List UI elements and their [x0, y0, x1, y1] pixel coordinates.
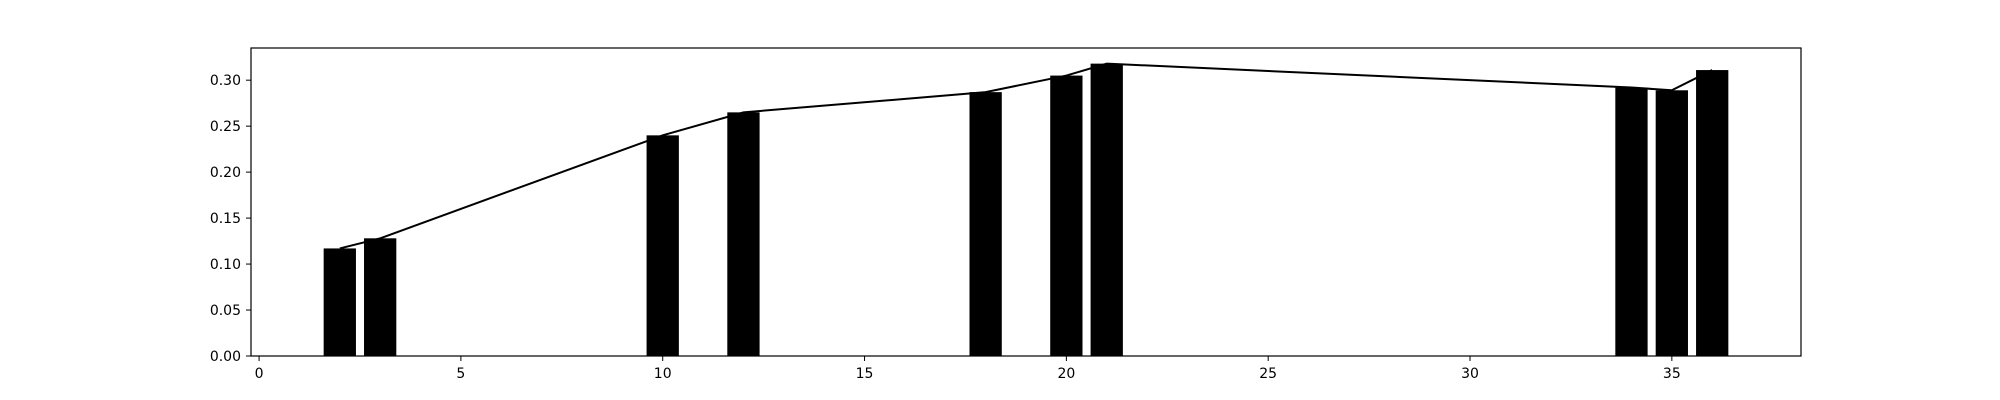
bar: [1696, 70, 1729, 356]
x-tick-label: 15: [856, 366, 874, 382]
y-tick-label: 0.20: [210, 165, 241, 181]
x-tick-label: 35: [1663, 366, 1681, 382]
bar: [1655, 90, 1688, 356]
bar: [646, 135, 679, 356]
x-tick-label: 5: [456, 366, 465, 382]
x-tick-label: 20: [1057, 366, 1075, 382]
bar: [727, 112, 760, 356]
bar: [1090, 63, 1123, 356]
bar: [1050, 75, 1083, 356]
bar: [323, 248, 356, 356]
bars-layer: [323, 63, 1729, 356]
plot-frame: [250, 47, 1802, 357]
y-tick-label: 0.10: [210, 257, 241, 273]
x-tick-label: 25: [1259, 366, 1277, 382]
y-tick-label: 0.30: [210, 73, 241, 89]
x-tick-label: 0: [255, 366, 264, 382]
x-tick-label: 10: [654, 366, 672, 382]
series-line: [339, 62, 1713, 250]
bar: [1615, 87, 1648, 356]
y-tick-label: 0.25: [210, 119, 241, 135]
axes-layer: 0 5 10 15 20 25 30 35 0.00 0.05 0.10 0.15 0.20 0.25 0.…: [210, 47, 1802, 382]
line-layer: [339, 62, 1713, 250]
bar: [969, 92, 1002, 356]
y-tick-label: 0.00: [210, 349, 241, 365]
y-tick-label: 0.05: [210, 303, 241, 319]
x-tick-label: 30: [1461, 366, 1479, 382]
y-tick-label: 0.15: [210, 211, 241, 227]
bar: [364, 238, 397, 356]
